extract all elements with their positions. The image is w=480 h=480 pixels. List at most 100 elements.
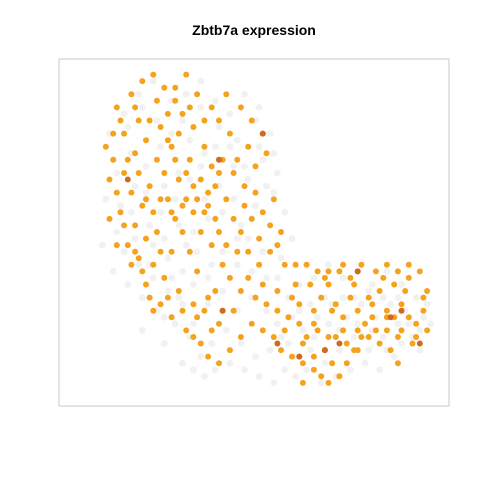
cell-point-high bbox=[274, 340, 281, 347]
cell-point-expressed bbox=[362, 320, 368, 327]
cell-point-unexpressed bbox=[241, 90, 248, 98]
cell-point-unexpressed bbox=[263, 182, 270, 190]
cell-point-expressed bbox=[278, 347, 284, 354]
cell-point-expressed bbox=[383, 261, 390, 268]
cell-point-unexpressed bbox=[190, 320, 197, 328]
cell-point-unexpressed bbox=[157, 143, 165, 151]
cell-point-expressed bbox=[183, 327, 190, 334]
cell-point-expressed bbox=[157, 196, 164, 203]
cell-point-expressed bbox=[121, 130, 128, 137]
cell-point-expressed bbox=[354, 327, 361, 334]
cell-point-expressed bbox=[391, 281, 398, 288]
cell-point-unexpressed bbox=[379, 333, 387, 341]
cell-point-unexpressed bbox=[142, 189, 150, 197]
cell-point-unexpressed bbox=[208, 340, 216, 347]
cell-point-expressed bbox=[201, 117, 208, 124]
cell-point-expressed bbox=[186, 248, 193, 255]
cell-point-expressed bbox=[208, 163, 215, 170]
cell-point-unexpressed bbox=[226, 110, 234, 118]
cell-point-unexpressed bbox=[168, 130, 176, 138]
cell-point-unexpressed bbox=[263, 307, 270, 315]
cell-point-expressed bbox=[168, 248, 175, 255]
cell-point-expressed bbox=[190, 209, 197, 216]
cell-point-unexpressed bbox=[281, 366, 289, 374]
cell-point-unexpressed bbox=[201, 372, 208, 380]
cell-point-expressed bbox=[172, 97, 179, 104]
cell-point-unexpressed bbox=[263, 274, 270, 282]
cell-point-expressed bbox=[205, 202, 212, 209]
cell-point-expressed bbox=[299, 360, 306, 367]
cell-point-expressed bbox=[270, 334, 277, 340]
cell-point-unexpressed bbox=[120, 110, 128, 118]
cell-point-expressed bbox=[186, 104, 193, 111]
cell-point-expressed bbox=[325, 268, 332, 275]
cell-point-unexpressed bbox=[244, 176, 252, 183]
cell-point-expressed bbox=[121, 170, 128, 176]
cell-point-expressed bbox=[252, 189, 259, 196]
cell-point-expressed bbox=[143, 235, 149, 242]
cell-point-expressed bbox=[208, 327, 215, 334]
cell-point-expressed bbox=[179, 110, 186, 117]
cell-point-unexpressed bbox=[266, 346, 274, 354]
cell-point-expressed bbox=[299, 340, 306, 347]
cell-point-expressed bbox=[307, 281, 314, 288]
cell-point-unexpressed bbox=[226, 143, 234, 151]
cell-point-expressed bbox=[135, 255, 142, 262]
cell-point-expressed bbox=[325, 281, 332, 288]
cell-point-expressed bbox=[194, 314, 201, 321]
cell-point-expressed bbox=[310, 353, 317, 360]
cell-point-expressed bbox=[117, 117, 124, 124]
cell-point-unexpressed bbox=[310, 274, 318, 282]
cell-point-expressed bbox=[179, 202, 186, 209]
cell-point-expressed bbox=[190, 301, 197, 308]
cell-point-expressed bbox=[172, 84, 179, 91]
cell-point-unexpressed bbox=[98, 241, 106, 249]
cell-point-unexpressed bbox=[248, 268, 256, 275]
cell-point-unexpressed bbox=[255, 372, 263, 380]
cell-point-unexpressed bbox=[379, 294, 387, 301]
cell-point-expressed bbox=[110, 156, 117, 163]
cell-point-unexpressed bbox=[131, 182, 139, 190]
cell-point-expressed bbox=[132, 222, 139, 229]
cell-point-unexpressed bbox=[175, 222, 183, 229]
cell-point-unexpressed bbox=[175, 169, 183, 177]
cell-point-expressed bbox=[128, 189, 135, 196]
cell-point-unexpressed bbox=[292, 372, 299, 380]
cell-point-expressed bbox=[420, 294, 427, 301]
cell-point-expressed bbox=[252, 294, 259, 301]
cell-point-expressed bbox=[340, 314, 347, 321]
cell-point-unexpressed bbox=[230, 163, 238, 170]
cell-point-expressed bbox=[241, 202, 248, 209]
cell-point-unexpressed bbox=[241, 163, 248, 170]
cell-point-expressed bbox=[153, 229, 160, 235]
cell-point-unexpressed bbox=[233, 235, 241, 243]
cell-point-expressed bbox=[310, 366, 317, 373]
cell-point-expressed bbox=[237, 229, 244, 235]
cell-point-expressed bbox=[139, 268, 146, 275]
cell-point-expressed bbox=[398, 301, 405, 308]
cell-point-expressed bbox=[161, 84, 168, 91]
cell-point-unexpressed bbox=[416, 327, 424, 334]
cell-point-high bbox=[416, 340, 423, 347]
cell-point-expressed bbox=[175, 130, 182, 137]
cell-point-expressed bbox=[121, 222, 128, 229]
cell-point-unexpressed bbox=[142, 163, 150, 170]
cell-point-expressed bbox=[194, 268, 201, 275]
cell-point-expressed bbox=[157, 124, 164, 130]
cell-point-unexpressed bbox=[354, 320, 362, 328]
cell-point-unexpressed bbox=[182, 241, 190, 249]
cell-point-expressed bbox=[102, 143, 109, 150]
cell-point-unexpressed bbox=[102, 195, 110, 203]
cell-point-expressed bbox=[212, 183, 219, 190]
cell-point-expressed bbox=[183, 170, 190, 176]
cell-point-expressed bbox=[139, 78, 146, 85]
cell-point-expressed bbox=[175, 288, 182, 294]
cell-point-unexpressed bbox=[219, 287, 227, 295]
cell-point-expressed bbox=[263, 150, 270, 157]
cell-point-expressed bbox=[175, 176, 182, 183]
cell-point-unexpressed bbox=[314, 313, 321, 321]
cell-point-unexpressed bbox=[423, 300, 431, 308]
cell-point-unexpressed bbox=[412, 294, 420, 301]
cell-point-expressed bbox=[405, 261, 412, 268]
cell-point-expressed bbox=[256, 235, 263, 242]
